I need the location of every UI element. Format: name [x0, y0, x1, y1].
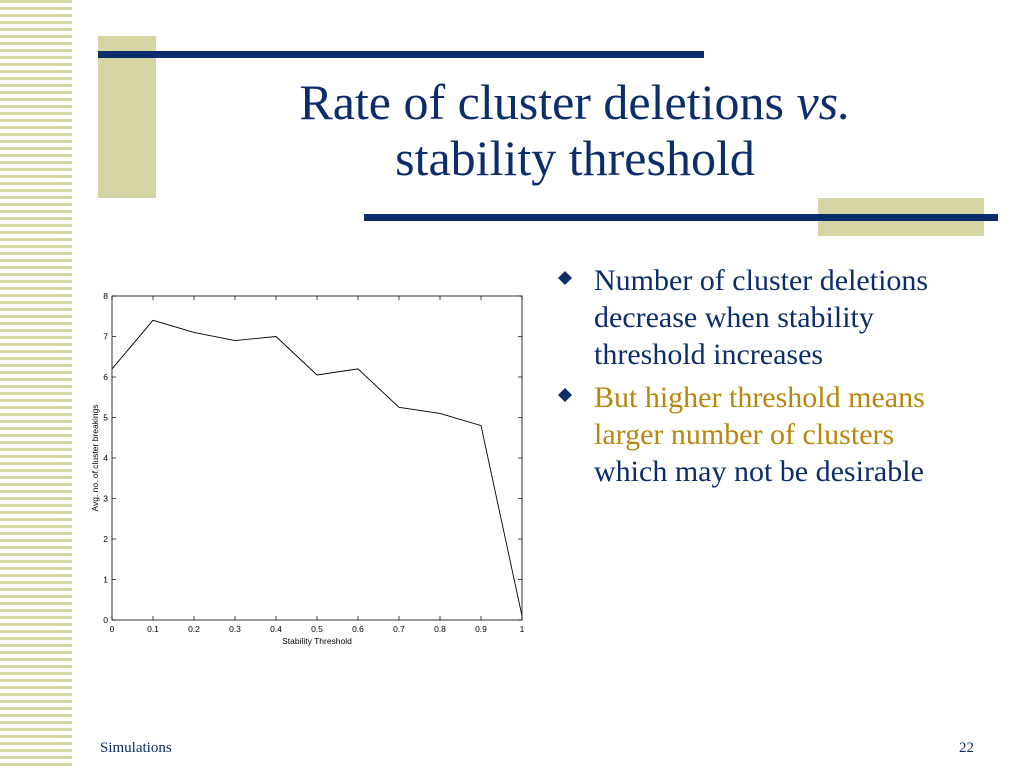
- x-tick-label: 0.7: [393, 624, 405, 634]
- y-tick-label: 0: [103, 615, 108, 625]
- bullet-item: Number of cluster deletions decrease whe…: [556, 262, 936, 373]
- y-tick-label: 1: [103, 575, 108, 585]
- y-tick-label: 3: [103, 494, 108, 504]
- diamond-bullet-icon: [558, 388, 572, 402]
- y-tick-label: 4: [103, 453, 108, 463]
- bottom-rule: [364, 214, 998, 221]
- x-tick-label: 0.5: [311, 624, 323, 634]
- x-tick-label: 0.6: [352, 624, 364, 634]
- diamond-bullet-icon: [558, 271, 572, 285]
- footer-section: Simulations: [100, 740, 172, 756]
- y-tick-label: 2: [103, 534, 108, 544]
- x-tick-label: 1: [520, 624, 525, 634]
- bullet-text: But higher threshold means larger number…: [594, 381, 925, 451]
- title-line1: Rate of cluster deletions: [299, 74, 784, 130]
- y-tick-label: 6: [103, 372, 108, 382]
- x-tick-label: 0.9: [475, 624, 487, 634]
- y-tick-label: 8: [103, 291, 108, 301]
- page-number: 22: [959, 740, 974, 756]
- line-chart: 0 0.1 0.2 0.3 0.4 0.5 0.6 0.7 0.8 0.9 1 0 1 2 3 4 5 6 7 8 St…: [90, 291, 525, 646]
- x-tick-label: 0.3: [229, 624, 241, 634]
- title-line2: stability threshold: [395, 130, 755, 186]
- left-stripe-decoration: [0, 0, 72, 768]
- x-tick-label: 0.1: [147, 624, 159, 634]
- bullet-list: Number of cluster deletions decrease whe…: [556, 262, 936, 496]
- title-italic: vs.: [796, 74, 851, 130]
- slide-title: Rate of cluster deletions vs. stability …: [160, 74, 990, 186]
- bullet-item: But higher threshold means larger number…: [556, 379, 936, 490]
- plot-frame: [111, 295, 523, 621]
- top-rule: [98, 51, 704, 58]
- x-axis-label: Stability Threshold: [282, 636, 352, 646]
- x-tick-label: 0.8: [434, 624, 446, 634]
- x-tick-label: 0.2: [188, 624, 200, 634]
- top-left-deco-block: [98, 36, 156, 198]
- bullet-text: Number of cluster deletions decrease whe…: [594, 264, 929, 371]
- series-line: [111, 319, 523, 617]
- y-axis-label: Avg. no. of cluster breakings: [90, 404, 100, 511]
- y-tick-label: 5: [103, 413, 108, 423]
- x-tick-label: 0: [110, 624, 115, 634]
- bullet-text: which may not be desirable: [594, 455, 924, 488]
- y-tick-label: 7: [103, 332, 108, 342]
- x-tick-label: 0.4: [270, 624, 282, 634]
